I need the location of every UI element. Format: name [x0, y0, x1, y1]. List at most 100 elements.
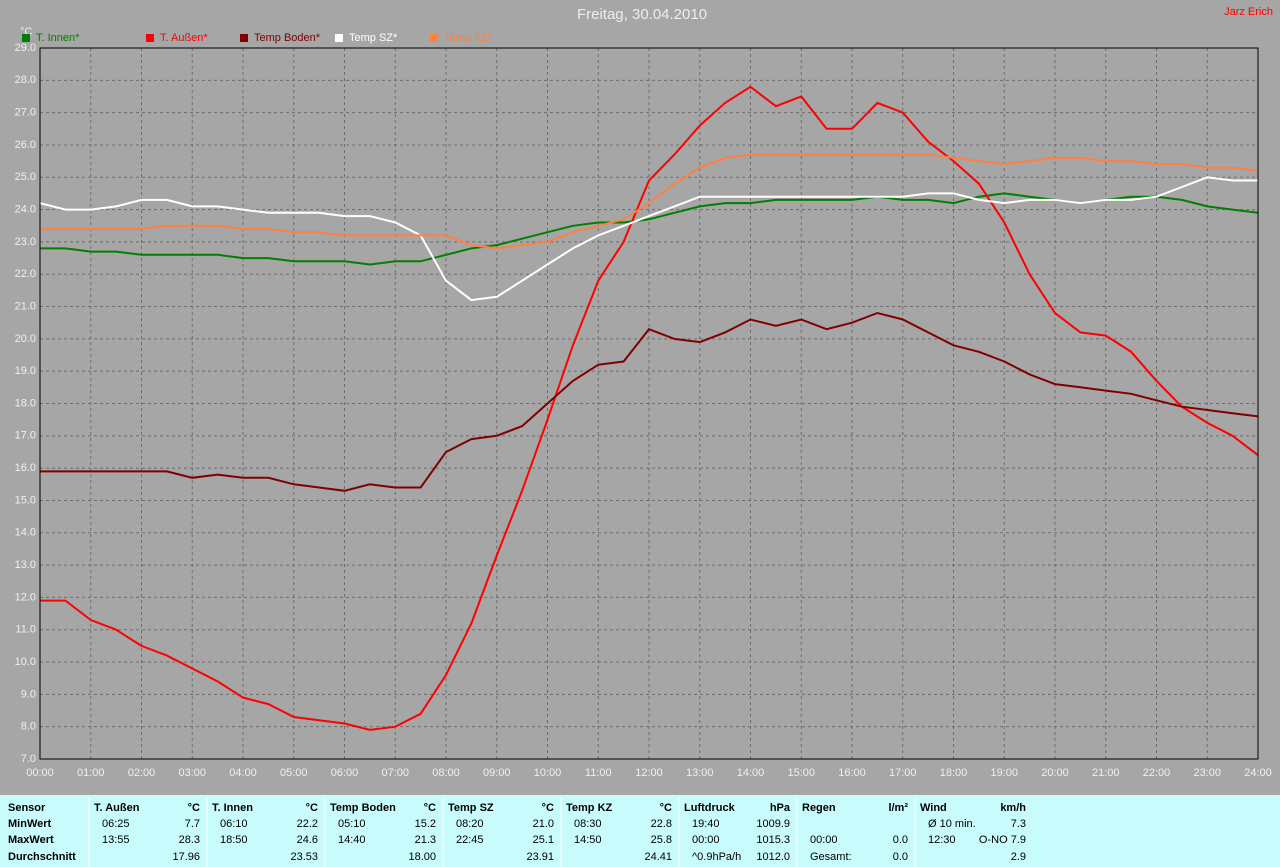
cell-value: 21.3	[415, 834, 436, 846]
group-name: Temp Boden	[330, 802, 396, 814]
cell-value: 23.91	[526, 851, 554, 863]
y-tick-label: 25.0	[15, 171, 36, 183]
y-tick-label: 15.0	[15, 494, 36, 506]
series-line	[40, 311, 1259, 492]
x-tick-label: 09:00	[483, 767, 511, 779]
y-tick-label: 16.0	[15, 462, 36, 474]
cell-time: 14:40	[338, 834, 366, 846]
cell-value: 1012.0	[756, 851, 790, 863]
x-tick-label: 24:00	[1244, 767, 1272, 779]
cell-time: 00:00	[692, 834, 720, 846]
cell-value: 15.2	[415, 818, 436, 830]
cell-value: 23.53	[290, 851, 318, 863]
x-tick-label: 14:00	[737, 767, 765, 779]
cell-time: 12:30	[928, 834, 956, 846]
group-name: Temp KZ	[566, 802, 613, 814]
y-tick-label: 29.0	[15, 42, 36, 54]
cell-value: 22.8	[651, 818, 672, 830]
legend-label: Temp SZ*	[349, 32, 398, 44]
group-unit: hPa	[770, 802, 791, 814]
x-tick-label: 10:00	[534, 767, 562, 779]
row-label: MinWert	[8, 818, 52, 830]
y-tick-label: 22.0	[15, 268, 36, 280]
cell-value: 25.8	[651, 834, 672, 846]
cell-value: 0.0	[893, 851, 908, 863]
x-tick-label: 19:00	[990, 767, 1018, 779]
cell-time: 06:10	[220, 818, 248, 830]
group-unit: °C	[660, 802, 672, 814]
chart-title: Freitag, 30.04.2010	[577, 6, 707, 23]
y-tick-label: 27.0	[15, 107, 36, 119]
cell-time: Gesamt:	[810, 851, 852, 863]
x-tick-label: 12:00	[635, 767, 663, 779]
y-tick-label: 19.0	[15, 365, 36, 377]
group-name: T. Außen	[94, 802, 140, 814]
y-tick-label: 21.0	[15, 300, 36, 312]
y-tick-label: 23.0	[15, 236, 36, 248]
x-tick-label: 04:00	[229, 767, 257, 779]
y-tick-label: 11.0	[15, 624, 36, 636]
group-unit: l/m²	[888, 802, 908, 814]
group-unit: °C	[188, 802, 200, 814]
cell-value: 22.2	[297, 818, 318, 830]
row-label: Durchschnitt	[8, 851, 76, 863]
x-tick-label: 00:00	[26, 767, 54, 779]
table-header: Sensor	[8, 802, 46, 814]
x-tick-label: 06:00	[331, 767, 359, 779]
cell-time: Ø 10 min.	[928, 818, 976, 830]
cell-value: 2.9	[1011, 851, 1026, 863]
group-unit: °C	[424, 802, 436, 814]
group-name: Temp SZ	[448, 802, 494, 814]
y-tick-label: 26.0	[15, 139, 36, 151]
x-tick-label: 11:00	[585, 767, 612, 779]
x-tick-label: 08:00	[432, 767, 460, 779]
cell-value: 0.0	[893, 834, 908, 846]
legend-marker	[22, 34, 30, 42]
cell-value: 7.3	[1011, 818, 1026, 830]
x-tick-label: 23:00	[1193, 767, 1221, 779]
cell-time: 08:20	[456, 818, 484, 830]
y-tick-label: 24.0	[15, 203, 36, 215]
plot-frame	[39, 47, 1259, 760]
group-name: Wind	[920, 802, 947, 814]
cell-time: 08:30	[574, 818, 602, 830]
series-line	[39, 176, 1258, 302]
x-tick-label: 05:00	[280, 767, 308, 779]
cell-time: 18:50	[220, 834, 248, 846]
cell-value: 28.3	[179, 834, 200, 846]
cell-time: 19:40	[692, 818, 720, 830]
x-tick-label: 01:00	[77, 767, 105, 779]
cell-value: 7.7	[185, 818, 200, 830]
legend-marker	[240, 34, 248, 42]
y-tick-label: 8.0	[21, 721, 36, 733]
author: Jarz Erich	[1224, 6, 1273, 18]
cell-value: O-NO 7.9	[979, 834, 1026, 846]
y-tick-label: 18.0	[15, 397, 36, 409]
table-panel	[0, 795, 1280, 867]
y-tick-label: 14.0	[15, 527, 36, 539]
x-tick-label: 02:00	[128, 767, 156, 779]
x-tick-label: 15:00	[787, 767, 815, 779]
group-name: Regen	[802, 802, 836, 814]
y-tick-label: 7.0	[21, 753, 36, 765]
cell-value: 24.41	[644, 851, 672, 863]
legend-marker	[335, 34, 343, 42]
group-name: T. Innen	[212, 802, 253, 814]
legend-label: Temp KZ*	[444, 32, 493, 44]
cell-value: 18.00	[408, 851, 436, 863]
series-line	[40, 153, 1259, 250]
x-tick-label: 22:00	[1143, 767, 1171, 779]
cell-time: 14:50	[574, 834, 602, 846]
group-unit: °C	[306, 802, 318, 814]
cell-time: 00:00	[810, 834, 838, 846]
cell-value: 21.0	[533, 818, 554, 830]
y-tick-label: 13.0	[15, 559, 36, 571]
x-tick-label: 21:00	[1092, 767, 1120, 779]
legend-label: T. Außen*	[160, 32, 208, 44]
x-tick-label: 20:00	[1041, 767, 1069, 779]
cell-time: 22:45	[456, 834, 484, 846]
cell-time: 13:55	[102, 834, 130, 846]
legend-marker	[430, 34, 438, 42]
y-tick-label: 10.0	[15, 656, 36, 668]
